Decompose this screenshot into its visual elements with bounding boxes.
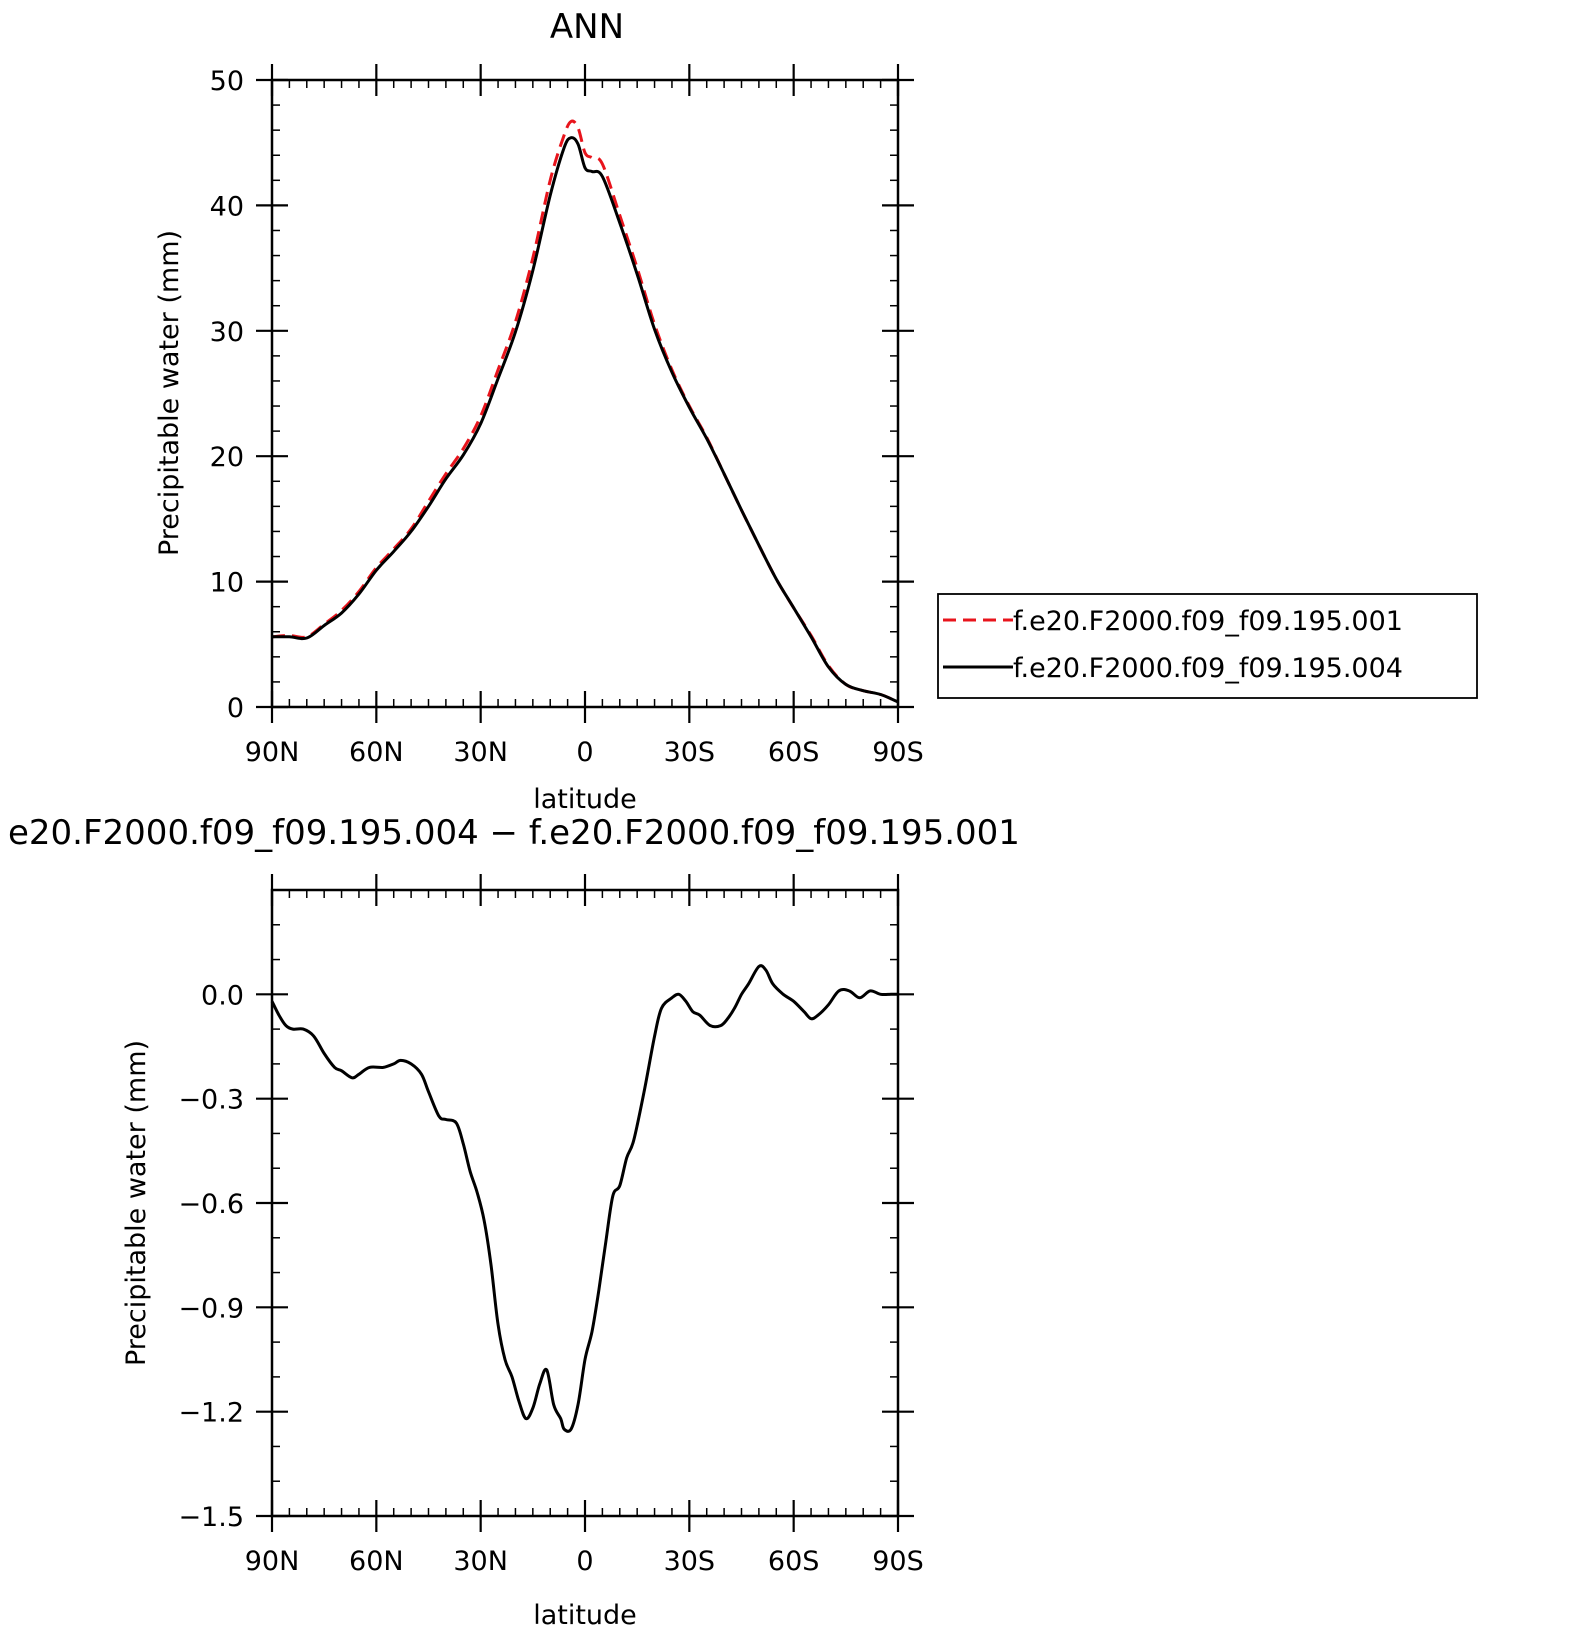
top-y-tick-label: 10	[210, 568, 244, 599]
bottom-series-group	[270, 964, 898, 1433]
bottom-panel: e20.F2000.f09_f09.195.004 − f.e20.F2000.…	[8, 813, 1020, 1631]
top-x-tick-label: 60N	[349, 737, 404, 768]
top-chart-title: ANN	[550, 7, 624, 47]
top-x-tick-label: 30S	[664, 737, 716, 768]
bottom-y-tick-label: −0.3	[178, 1085, 244, 1116]
top-y-tick-label: 50	[210, 66, 244, 97]
top-panel: ANN 0 10 20 30 40 50 90N 60N 30N 0 30S 60S 90S Prec…	[154, 7, 1478, 815]
top-x-tick-label: 60S	[768, 737, 820, 768]
legend-box	[937, 593, 1478, 699]
bottom-x-tick-label: 60N	[349, 1546, 404, 1577]
top-x-tick-label: 90S	[872, 737, 924, 768]
top-series-group	[271, 119, 899, 704]
bottom-y-tick-label: −0.9	[178, 1293, 244, 1324]
top-x-tick-labels: 90N 60N 30N 0 30S 60S 90S	[245, 737, 924, 768]
bottom-y-tick-label: 0.0	[201, 980, 244, 1011]
bottom-y-tick-label: −1.5	[178, 1502, 244, 1533]
bottom-x-axis-label: latitude	[533, 1600, 637, 1631]
top-y-tick-label: 0	[227, 693, 244, 724]
top-x-tick-label: 90N	[245, 737, 300, 768]
bottom-x-tick-label: 30N	[453, 1546, 508, 1577]
top-y-tick-label: 30	[210, 317, 244, 348]
bottom-x-tick-label: 0	[576, 1546, 593, 1577]
top-y-axis-label: Precipitable water (mm)	[154, 230, 185, 556]
bottom-y-tick-label: −0.6	[178, 1189, 244, 1220]
bottom-x-tick-label: 90N	[245, 1546, 300, 1577]
bottom-ticks	[256, 874, 914, 1532]
top-y-tick-label: 40	[210, 191, 244, 222]
bottom-y-tick-label: −1.2	[178, 1398, 244, 1429]
legend: f.e20.F2000.f09_f09.195.001 f.e20.F2000.…	[937, 593, 1478, 699]
bottom-series-1-line	[270, 964, 898, 1433]
bottom-y-tick-labels: 0.0 −0.3 −0.6 −0.9 −1.2 −1.5	[178, 980, 244, 1533]
top-x-tick-label: 30N	[453, 737, 508, 768]
bottom-x-tick-label: 30S	[664, 1546, 716, 1577]
top-x-tick-label: 0	[576, 737, 593, 768]
bottom-x-tick-label: 90S	[872, 1546, 924, 1577]
bottom-x-tick-label: 60S	[768, 1546, 820, 1577]
top-y-tick-labels: 0 10 20 30 40 50	[210, 66, 244, 724]
legend-label-series-1: f.e20.F2000.f09_f09.195.001	[1013, 606, 1403, 637]
top-x-axis-label: latitude	[533, 784, 637, 815]
top-y-tick-label: 20	[210, 442, 244, 473]
top-series-2-line	[271, 136, 899, 704]
bottom-chart-title: e20.F2000.f09_f09.195.004 − f.e20.F2000.…	[8, 813, 1020, 853]
top-series-1-line	[271, 119, 899, 704]
top-plot-frame	[270, 78, 900, 709]
bottom-y-axis-label: Precipitable water (mm)	[121, 1040, 152, 1366]
top-ticks	[256, 64, 914, 723]
bottom-plot-frame	[270, 888, 900, 1518]
legend-label-series-2: f.e20.F2000.f09_f09.195.004	[1013, 653, 1403, 684]
bottom-x-tick-labels: 90N 60N 30N 0 30S 60S 90S	[245, 1546, 924, 1577]
